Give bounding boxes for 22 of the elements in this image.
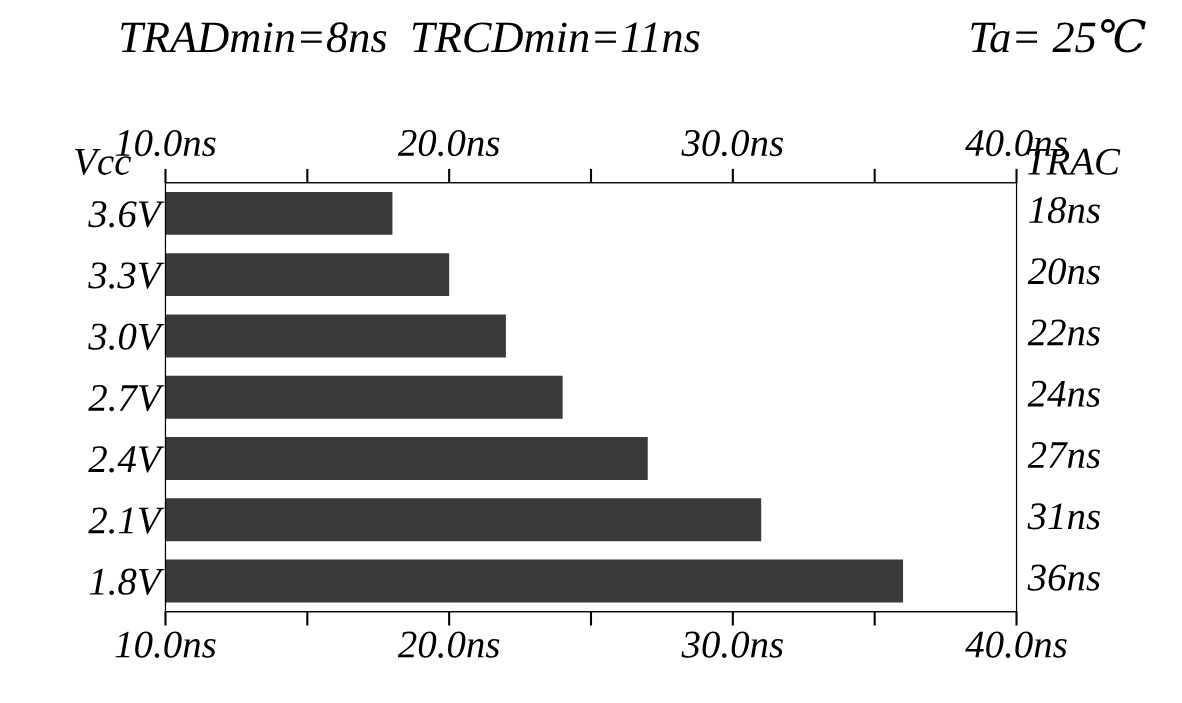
y-tick-label: 1.8V — [89, 568, 165, 596]
y-tick-label: 2.7V — [88, 384, 165, 412]
x-tick-label: 10.0ns — [115, 631, 216, 658]
y-tick-label: 2.4V — [88, 446, 165, 473]
x2-tick-label: 20.0ns — [397, 129, 500, 157]
data-label: 31ns — [1027, 503, 1100, 530]
data-label: 36ns — [1027, 564, 1100, 591]
y-tick-label: 2.1V — [88, 507, 165, 534]
chart-title: TRADmin=8ns TRCDmin=11ns — [121, 22, 700, 53]
data-label: 24ns — [1027, 380, 1100, 407]
x-tick-label: 40.0ns — [965, 631, 1067, 658]
y-tick-label: 3.6V — [88, 201, 165, 228]
data-label: 22ns — [1027, 319, 1100, 346]
y-tick-label: 3.0V — [88, 323, 165, 351]
text: Ta= 25℃ — [971, 18, 1146, 53]
data-label: 27ns — [1027, 442, 1100, 469]
x-tick-label: 20.0ns — [397, 631, 500, 658]
x2-tick-label: 30.0ns — [681, 129, 783, 157]
x-tick-label: 30.0ns — [681, 631, 783, 658]
y-tick-label: 3.3V — [88, 262, 165, 289]
data-label: 18ns — [1029, 196, 1100, 224]
data-label: 20ns — [1027, 258, 1100, 285]
